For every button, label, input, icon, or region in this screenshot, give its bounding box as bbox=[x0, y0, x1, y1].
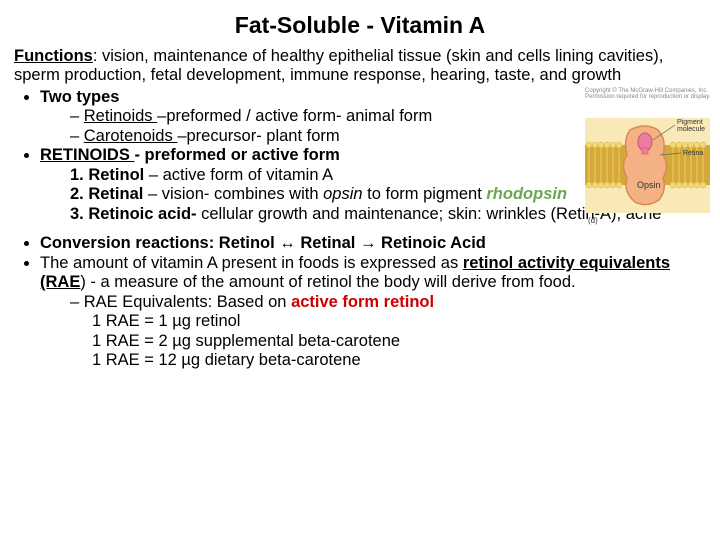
rae-equiv: RAE Equivalents: Based on active form re… bbox=[70, 293, 706, 371]
functions-text: : vision, maintenance of healthy epithel… bbox=[14, 47, 663, 84]
functions-label: Functions bbox=[14, 47, 93, 65]
rae-sublist: RAE Equivalents: Based on active form re… bbox=[40, 293, 706, 371]
opsin-diagram-svg: Pigment molecule Retina Opsin (d) bbox=[585, 100, 710, 230]
eq-line-1: 1 RAE = 1 µg retinol bbox=[92, 312, 706, 331]
num2-bold: 2. Retinal bbox=[70, 185, 143, 203]
rhodopsin-text: rhodopsin bbox=[486, 185, 567, 203]
rae-b: ) - a measure of the amount of retinol t… bbox=[80, 273, 575, 291]
functions-paragraph: Functions: vision, maintenance of health… bbox=[14, 47, 706, 86]
num1-bold: 1. Retinol bbox=[70, 166, 144, 184]
rae-item: The amount of vitamin A present in foods… bbox=[40, 254, 706, 371]
num2-a: – vision- combines with bbox=[143, 185, 323, 203]
num2-b: to form pigment bbox=[363, 185, 487, 203]
pigment-label: Pigment bbox=[677, 119, 703, 126]
rae-eq-a: RAE Equivalents: Based on bbox=[84, 293, 291, 311]
retinoids-heading-u: RETINOIDS bbox=[40, 146, 134, 164]
retinoids-rest: –preformed / active form- animal form bbox=[157, 107, 432, 125]
carotenoids-underline: Carotenoids bbox=[84, 127, 178, 145]
retina-label: Retina bbox=[683, 150, 703, 157]
svg-text:molecule: molecule bbox=[677, 126, 705, 133]
num3-bold: 3. Retinoic acid- bbox=[70, 205, 197, 223]
rae-values: 1 RAE = 1 µg retinol 1 RAE = 2 µg supple… bbox=[70, 312, 706, 370]
membrane-diagram: Copyright © The McGraw-Hill Companies, I… bbox=[585, 100, 710, 230]
num1-rest: – active form of vitamin A bbox=[144, 166, 333, 184]
opsin-label: Opsin bbox=[637, 180, 661, 190]
eq-line-3: 1 RAE = 12 µg dietary beta-carotene bbox=[92, 351, 706, 370]
slide-title: Fat-Soluble - Vitamin A bbox=[14, 12, 706, 39]
bullet-list-2: Conversion reactions: Retinol ↔ Retinal … bbox=[14, 234, 706, 370]
two-types-label: Two types bbox=[40, 88, 119, 106]
eq-line-2: 1 RAE = 2 µg supplemental beta-carotene bbox=[92, 332, 706, 351]
conversion-item: Conversion reactions: Retinol ↔ Retinal … bbox=[40, 234, 706, 253]
carotenoids-rest: –precursor- plant form bbox=[177, 127, 339, 145]
d-label: (d) bbox=[588, 216, 598, 225]
rae-eq-red: active form retinol bbox=[291, 293, 434, 311]
retinoids-underline: Retinoids bbox=[84, 107, 157, 125]
diagram-copyright: Copyright © The McGraw-Hill Companies, I… bbox=[585, 88, 714, 100]
retinoids-heading-rest: - preformed or active form bbox=[134, 146, 339, 164]
opsin-text: opsin bbox=[323, 185, 362, 203]
rae-a: The amount of vitamin A present in foods… bbox=[40, 254, 463, 272]
